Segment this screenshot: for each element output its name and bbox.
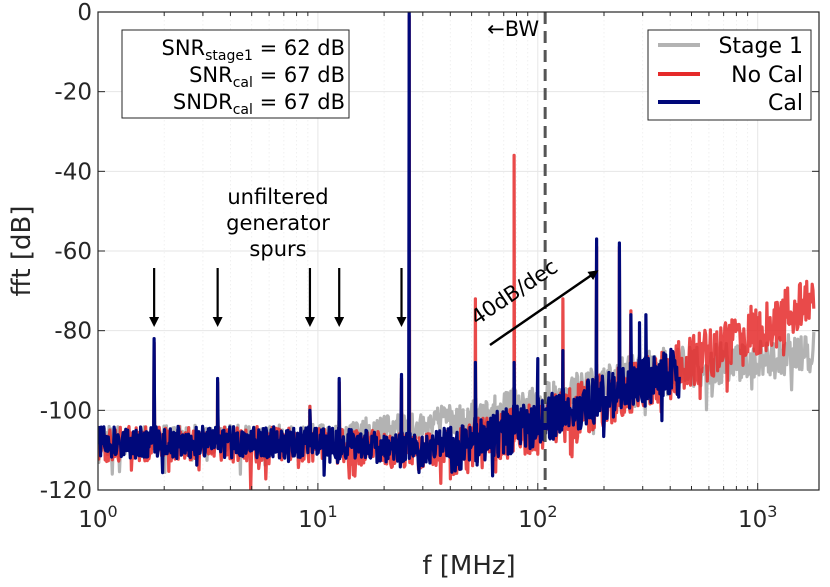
snr-stage1-text: SNRstage1 = 62 dB [161, 36, 345, 64]
x-tick-label: 102 [518, 502, 557, 533]
bw-label: ←BW [487, 17, 539, 41]
legend-label-stage1: Stage 1 [718, 34, 803, 59]
series-line-cal [98, 12, 681, 478]
y-tick-label: -80 [54, 319, 92, 345]
x-tick-label: 100 [78, 502, 117, 533]
spurs-label-line: unfiltered [227, 185, 328, 209]
snr-cal-text: SNRcal = 67 dB [189, 63, 345, 91]
spurs-label-line: spurs [249, 237, 306, 261]
snr-box: SNRstage1 = 62 dB SNRcal = 67 dB SNDRcal… [121, 29, 350, 119]
spurs-label-line: generator [226, 211, 330, 235]
x-axis-label: f [MHz] [422, 551, 515, 581]
y-tick-label: 0 [77, 0, 92, 26]
x-tick-label: 101 [298, 502, 337, 533]
y-tick-label: -100 [40, 398, 92, 424]
legend-label-no-cal: No Cal [731, 63, 803, 88]
y-tick-label: -20 [54, 80, 92, 106]
legend-label-cal: Cal [768, 91, 803, 116]
legend: Stage 1 No Cal Cal [647, 29, 812, 121]
y-tick-label: -60 [54, 239, 92, 265]
y-axis-label: fft [dB] [7, 206, 37, 297]
x-tick-label: 103 [738, 502, 777, 533]
y-tick-label: -40 [54, 159, 92, 185]
sndr-cal-text: SNDRcal = 67 dB [173, 90, 345, 118]
slope-arrow [489, 270, 599, 347]
y-tick-label: -120 [40, 478, 92, 504]
